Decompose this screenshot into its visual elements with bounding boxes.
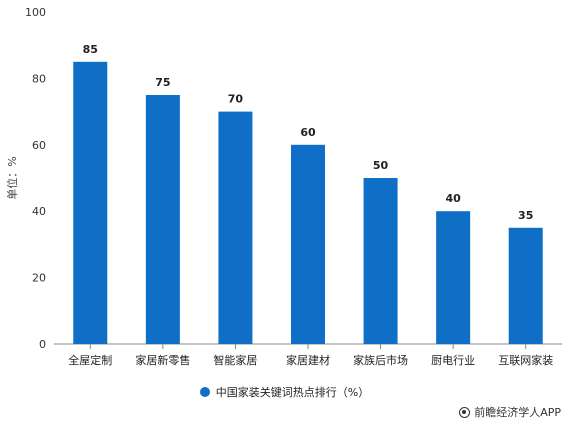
legend-label: 中国家装关键词热点排行（%） <box>215 386 370 399</box>
bar <box>363 178 398 344</box>
y-tick-label: 60 <box>32 139 46 152</box>
bar <box>73 61 108 345</box>
data-label: 85 <box>83 43 98 56</box>
credit-text: 前瞻经济学人APP <box>474 406 561 419</box>
bar <box>291 144 325 344</box>
x-category-label: 智能家居 <box>213 353 257 367</box>
data-label: 35 <box>518 209 533 222</box>
data-label: 75 <box>155 76 170 89</box>
data-label: 40 <box>445 192 461 205</box>
x-category-label: 互联网家装 <box>498 353 553 367</box>
y-tick-label: 40 <box>32 205 46 218</box>
x-category-label: 全屋定制 <box>68 353 112 367</box>
app-logo-icon <box>459 406 471 418</box>
y-tick-label: 80 <box>32 72 46 85</box>
y-tick-label: 20 <box>32 272 46 285</box>
bar <box>145 95 180 344</box>
x-category-label: 家居新零售 <box>135 353 190 367</box>
y-axis-title: 单位：% <box>5 156 19 199</box>
data-label: 60 <box>300 126 316 139</box>
legend: 中国家装关键词热点排行（%） <box>0 383 569 401</box>
bar <box>218 111 253 344</box>
data-label: 70 <box>228 93 244 106</box>
x-category-label: 厨电行业 <box>431 354 475 367</box>
x-category-label: 家族后市场 <box>353 353 408 367</box>
y-tick-label: 100 <box>25 6 46 19</box>
data-label: 50 <box>373 159 389 172</box>
y-tick-label: 0 <box>39 338 46 351</box>
bar <box>436 211 471 344</box>
legend-swatch <box>199 387 210 397</box>
x-category-label: 家居建材 <box>286 353 330 367</box>
bar <box>508 227 543 344</box>
source-credit: 前瞻经济学人APP <box>459 404 561 420</box>
